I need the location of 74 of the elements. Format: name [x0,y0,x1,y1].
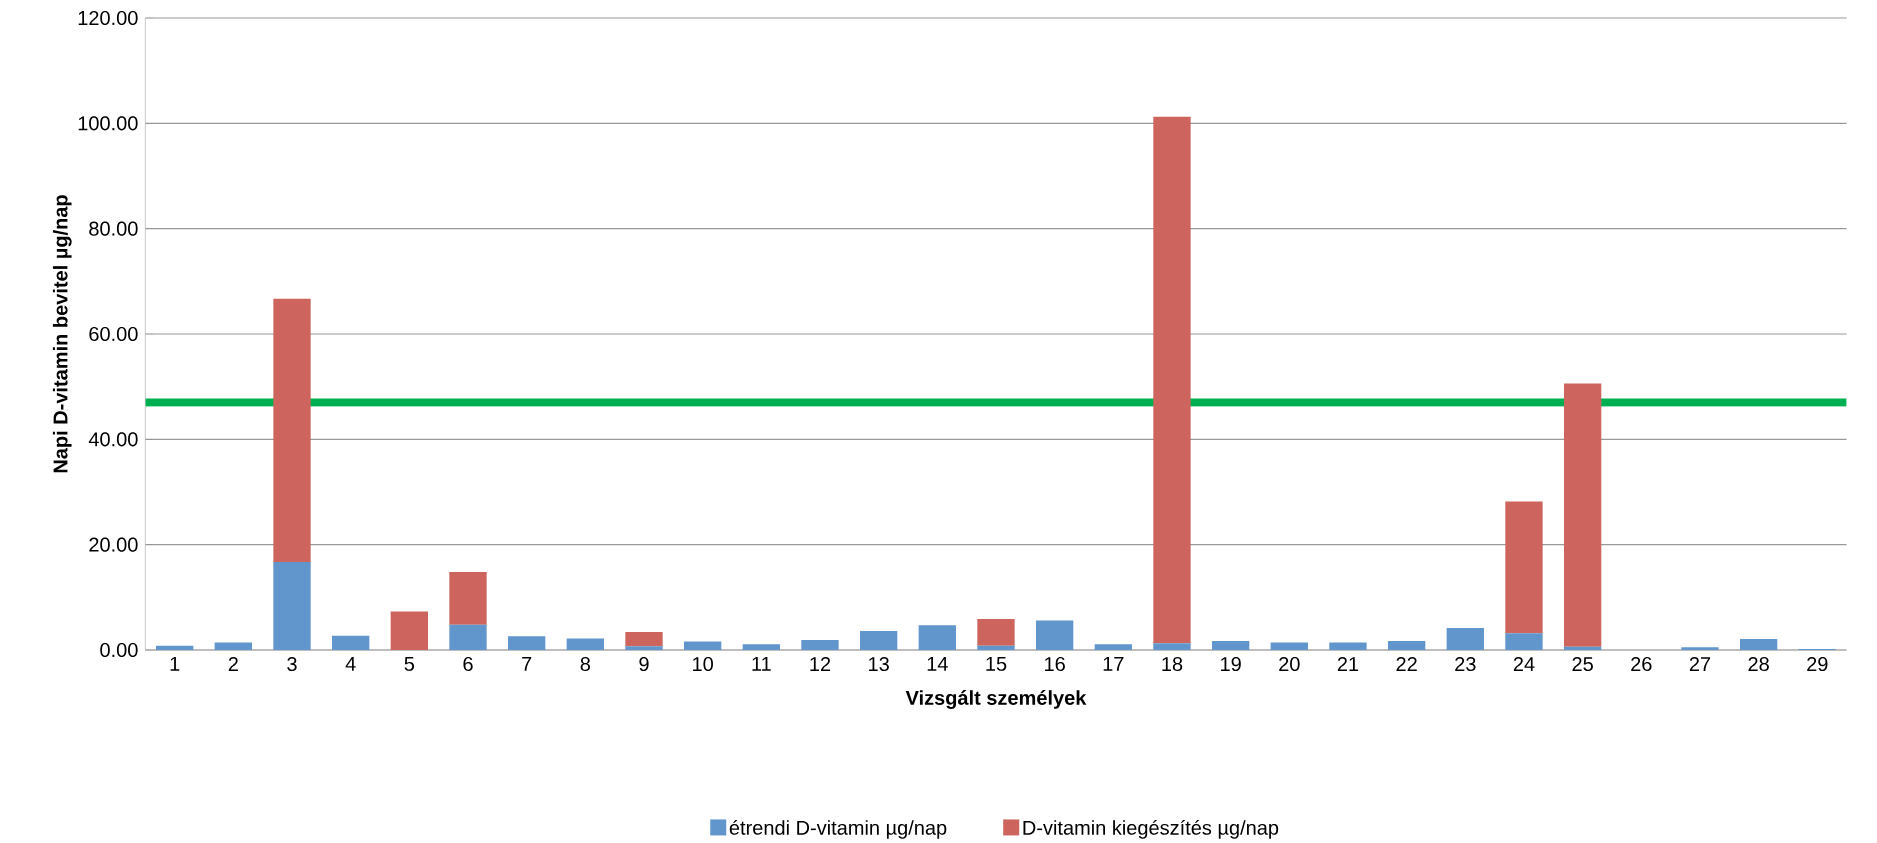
bar [684,641,722,651]
legend-label: étrendi D-vitamin µg/nap [729,819,947,839]
bar [1505,501,1543,634]
bar [801,640,839,651]
bar [214,642,253,651]
bar [977,618,1015,646]
y-tick-label: 60.00 [89,326,138,342]
bar [918,625,956,651]
bar [332,635,370,651]
bar [156,645,194,651]
bar [1035,620,1074,651]
x-tick-label: 9 [639,656,649,672]
y-tick-label: 100.00 [78,116,138,131]
x-tick-label: 25 [1572,656,1593,672]
y-tick-label: 120.00 [78,10,138,26]
x-tick-label: 16 [1045,656,1065,672]
bar [449,624,487,651]
bar [1153,643,1191,651]
bar [390,611,428,651]
bar [1505,633,1543,651]
x-tick-label: 11 [752,656,771,671]
x-tick-label: 7 [522,656,532,671]
x-tick-label: 26 [1631,656,1652,672]
bar [1739,638,1778,651]
x-tick-label: 28 [1748,656,1769,672]
x-tick-label: 24 [1513,656,1535,671]
x-tick-label: 4 [345,656,356,671]
x-tick-label: 1 [170,656,180,671]
x-tick-label: 3 [287,656,297,672]
x-tick-label: 19 [1221,656,1241,672]
bar [449,572,487,625]
bar [1094,644,1132,651]
x-tick-label: 6 [463,656,473,672]
y-tick-label: 40.00 [88,432,138,447]
x-tick-label: 21 [1337,656,1359,671]
bar [859,631,898,651]
bar [273,562,311,651]
bar [1211,641,1250,651]
x-tick-label: 29 [1807,656,1828,672]
y-axis-title: Napi D-vitamin bevitel µg/nap [52,195,72,473]
bar [1681,647,1719,651]
y-tick-label: 0.00 [100,642,138,658]
bar [742,644,780,651]
x-tick-label: 14 [927,656,948,671]
bar [625,646,663,651]
bar [1563,646,1602,651]
bar [1446,627,1484,651]
legend-label: D-vitamin kiegészítés µg/nap [1023,819,1279,839]
x-tick-label: 15 [986,656,1007,671]
x-tick-label: 17 [1103,656,1124,671]
bar [1153,116,1191,644]
bar [1270,642,1308,651]
bar [1329,642,1367,651]
x-tick-label: 27 [1689,656,1711,671]
y-tick-label: 20.00 [89,537,138,552]
bar [977,645,1015,651]
bar [1563,383,1602,647]
x-tick-label: 10 [693,656,713,672]
bar [625,632,663,647]
x-tick-label: 13 [869,656,889,672]
bar [273,298,311,563]
bar [1387,641,1426,651]
y-tick-label: 80.00 [89,221,138,236]
x-tick-label: 23 [1455,656,1476,672]
x-tick-label: 5 [404,656,415,671]
x-tick-label: 22 [1396,656,1417,671]
x-tick-label: 8 [580,656,591,672]
x-tick-label: 20 [1279,656,1300,672]
x-tick-label: 2 [228,656,238,671]
x-tick-label: 12 [810,656,831,671]
x-axis-title: Vizsgált személyek [905,690,1087,709]
x-tick-label: 18 [1162,656,1183,672]
bar [566,638,604,651]
bar [508,636,546,651]
